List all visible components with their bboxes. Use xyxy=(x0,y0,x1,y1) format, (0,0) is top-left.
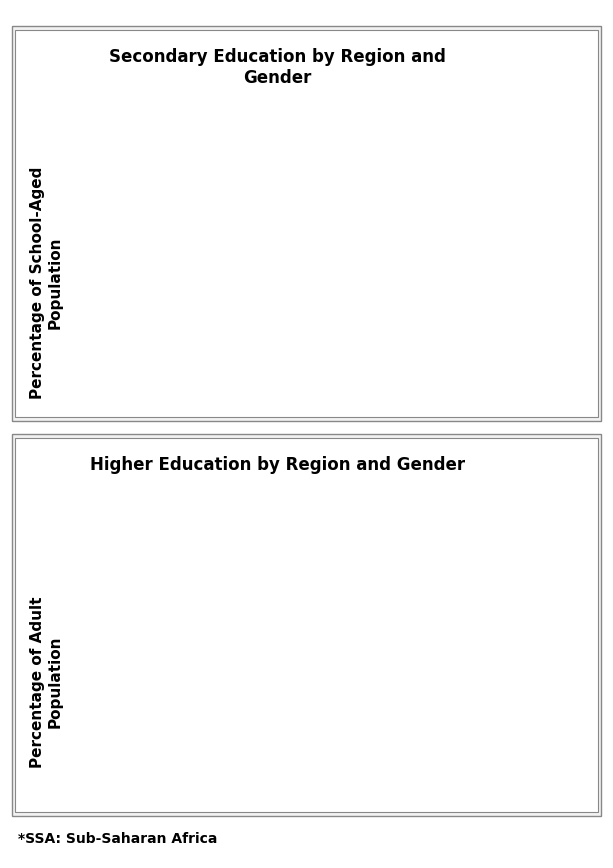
Bar xyxy=(409,238,438,347)
Bar xyxy=(242,696,272,742)
Bar xyxy=(380,226,409,347)
Bar xyxy=(130,126,159,347)
Text: Secondary Education by Region and
Gender: Secondary Education by Region and Gender xyxy=(109,48,446,87)
Bar xyxy=(297,235,326,347)
Bar xyxy=(326,228,355,347)
Legend: Male, Female: Male, Female xyxy=(478,171,563,219)
Bar xyxy=(409,682,438,742)
Legend: Male, Female: Male, Female xyxy=(478,575,563,623)
Bar xyxy=(297,674,326,742)
Text: *SSA: Sub-Saharan Africa: *SSA: Sub-Saharan Africa xyxy=(18,832,218,846)
Text: Percentage of Adult
Population: Percentage of Adult Population xyxy=(30,596,62,768)
Text: Percentage of School-Aged
Population: Percentage of School-Aged Population xyxy=(30,167,62,399)
Bar xyxy=(326,694,355,742)
X-axis label: Region: Region xyxy=(257,391,311,406)
X-axis label: Region: Region xyxy=(257,786,311,801)
Bar xyxy=(242,299,272,347)
Bar xyxy=(159,104,188,347)
Bar xyxy=(130,639,159,742)
Bar xyxy=(159,627,188,742)
Bar xyxy=(213,323,242,347)
Bar xyxy=(380,678,409,742)
Text: Higher Education by Region and Gender: Higher Education by Region and Gender xyxy=(89,456,465,474)
Bar xyxy=(213,682,242,742)
